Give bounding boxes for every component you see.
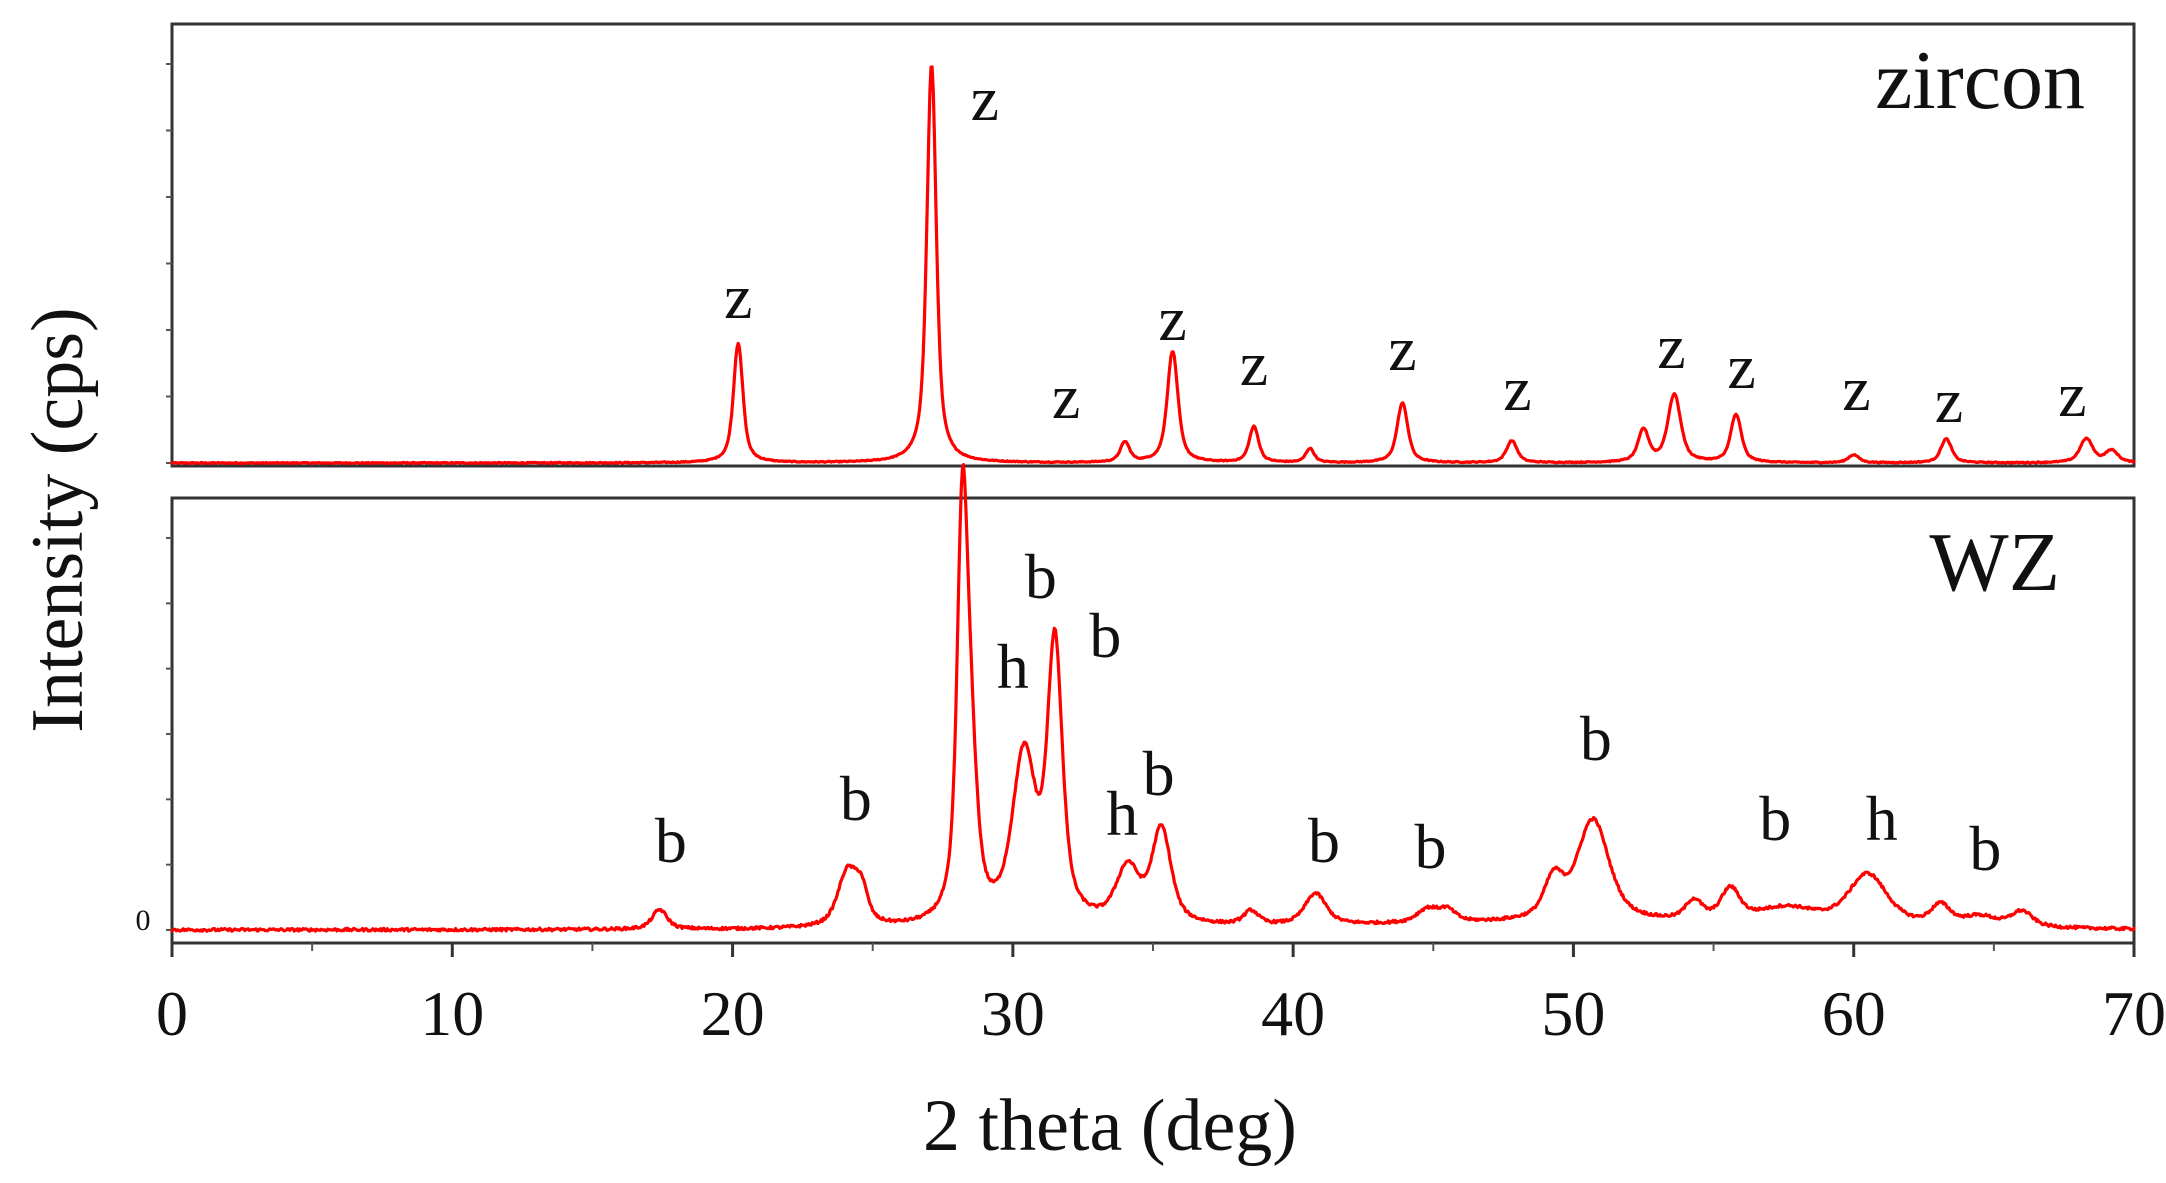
- peak-label-b: b: [1580, 703, 1612, 774]
- peak-label-b: b: [1143, 738, 1175, 809]
- panel-label-zircon: zircon: [1875, 34, 2085, 127]
- peak-label-z: z: [1935, 365, 1963, 436]
- x-tick-label: 60: [1822, 978, 1886, 1049]
- peak-label-b: b: [1969, 813, 2001, 884]
- peak-label-z: z: [971, 63, 999, 134]
- peak-label-b: b: [1308, 805, 1340, 876]
- peak-label-h: h: [1866, 783, 1898, 854]
- x-tick-label: 40: [1261, 978, 1325, 1049]
- peak-label-z: z: [1388, 313, 1416, 384]
- peak-label-b: b: [1415, 811, 1447, 882]
- peak-label-b: b: [1759, 783, 1791, 854]
- peak-label-z: z: [1657, 311, 1685, 382]
- x-tick-label: 50: [1541, 978, 1605, 1049]
- panel-zircon-frame: [170, 22, 2136, 468]
- x-tick-label: 30: [981, 978, 1045, 1049]
- x-axis: 0 10 20 30 40 50 60 70: [156, 943, 2166, 1049]
- x-tick-label: 10: [420, 978, 484, 1049]
- peak-label-z: z: [1052, 361, 1080, 432]
- x-tick-label: 70: [2102, 978, 2166, 1049]
- peak-label-z: z: [1240, 328, 1268, 399]
- peak-label-h: h: [997, 631, 1029, 702]
- x-tick-label: 0: [156, 978, 188, 1049]
- panel-wz-y-ticks: [166, 537, 172, 931]
- peak-label-b: b: [1025, 541, 1057, 612]
- y-origin-label: 0: [136, 904, 151, 937]
- wz-pattern-line: [170, 463, 2136, 933]
- x-axis-label: 2 theta (deg): [923, 1085, 1297, 1167]
- peak-label-z: z: [724, 261, 752, 332]
- peak-label-h: h: [1106, 778, 1138, 849]
- zircon-pattern-line: [170, 65, 2136, 466]
- panel-label-wz: WZ: [1929, 516, 2060, 609]
- peak-label-z: z: [2058, 359, 2086, 430]
- peak-label-b: b: [655, 805, 687, 876]
- peak-label-z: z: [1158, 283, 1186, 354]
- peak-label-z: z: [1503, 353, 1531, 424]
- peak-label-z: z: [1842, 353, 1870, 424]
- x-tick-label: 20: [701, 978, 765, 1049]
- peak-label-z: z: [1727, 331, 1755, 402]
- y-axis-label: Intensity (cps): [17, 307, 99, 732]
- peak-label-b: b: [840, 763, 872, 834]
- peak-label-b: b: [1089, 600, 1121, 671]
